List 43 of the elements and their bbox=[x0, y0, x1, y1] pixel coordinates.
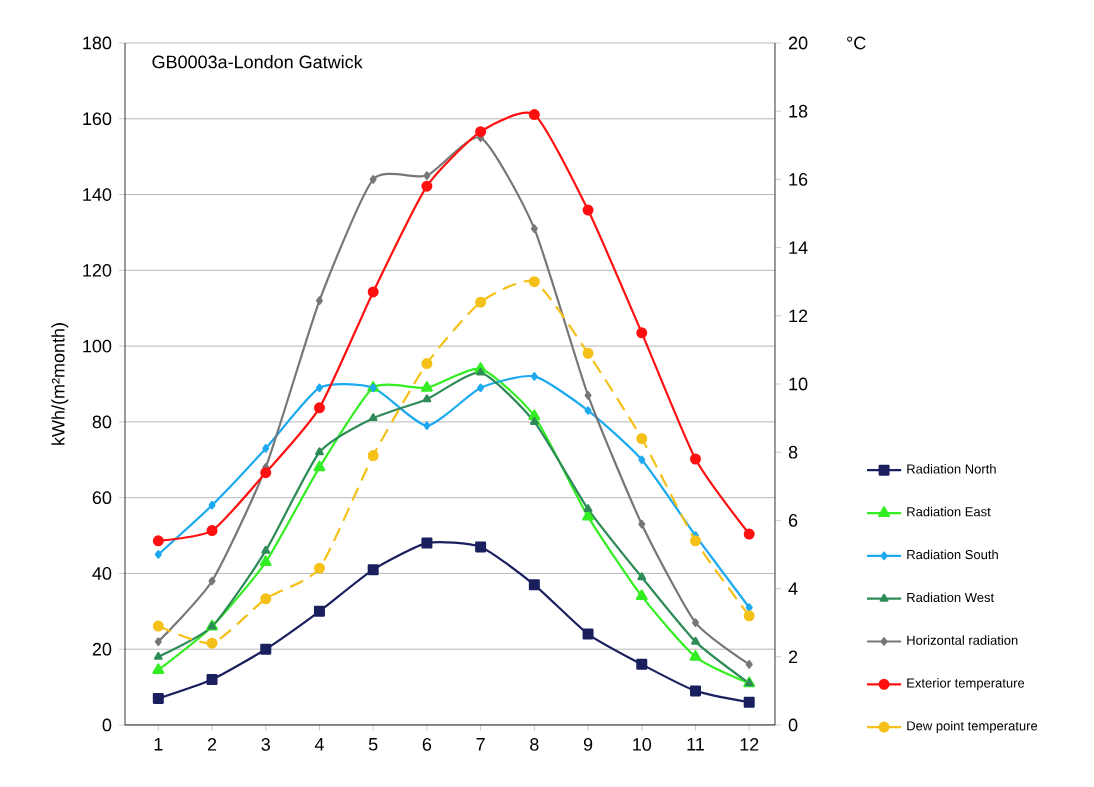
y-tick-label: 140 bbox=[83, 188, 112, 201]
x-tick-label: 9 bbox=[583, 738, 593, 751]
y-tick-label: 0 bbox=[102, 718, 112, 732]
x-tick-label: 3 bbox=[261, 738, 270, 751]
x-tick-label: 11 bbox=[687, 738, 704, 751]
y2-tick-label: 20 bbox=[788, 36, 808, 50]
y-tick-label: 160 bbox=[83, 112, 112, 126]
x-tick-label: 5 bbox=[368, 738, 378, 751]
text: GB0003a-London Gatwick bbox=[152, 55, 363, 69]
x-tick-label: 10 bbox=[633, 738, 652, 751]
y-tick-label: 40 bbox=[92, 567, 112, 580]
x-tick-label: 4 bbox=[314, 738, 324, 751]
y-tick-label: 20 bbox=[92, 642, 112, 656]
x-tick-label: 1 bbox=[154, 738, 163, 751]
y2-axis-title: °C bbox=[847, 36, 866, 50]
y-axis-title: kWh/(m²month) bbox=[51, 323, 69, 445]
x-tick-label: 7 bbox=[476, 738, 485, 751]
y2-tick-label: 0 bbox=[788, 718, 798, 732]
y2-tick-label: 12 bbox=[789, 309, 808, 323]
y-tick-label: 180 bbox=[83, 36, 112, 50]
legend-label: Radiation South bbox=[907, 549, 998, 560]
y2-tick-label: 8 bbox=[788, 445, 798, 459]
y2-tick-label: 10 bbox=[789, 377, 808, 391]
y-tick-label: 60 bbox=[92, 491, 112, 505]
legend-label: Radiation North bbox=[907, 464, 996, 474]
legend-label: Dew point temperature bbox=[907, 720, 1038, 734]
y2-tick-label: 16 bbox=[789, 173, 808, 186]
y2-tick-label: 2 bbox=[788, 650, 798, 664]
legend-label: Exterior temperature bbox=[907, 678, 1025, 691]
y2-tick-label: 14 bbox=[789, 241, 808, 254]
y2-tick-label: 6 bbox=[788, 514, 798, 527]
legend-label: Horizontal radiation bbox=[907, 635, 1018, 645]
x-tick-label: 12 bbox=[740, 738, 759, 751]
y-tick-label: 80 bbox=[92, 415, 112, 429]
y2-tick-label: 4 bbox=[788, 582, 798, 595]
x-tick-label: 8 bbox=[530, 738, 539, 751]
y-tick-label: 100 bbox=[83, 339, 112, 353]
legend-label: Radiation East bbox=[907, 506, 991, 517]
y2-tick-label: 18 bbox=[789, 104, 808, 118]
x-tick-label: 6 bbox=[422, 738, 432, 751]
y-tick-label: 120 bbox=[83, 263, 112, 277]
x-tick-label: 2 bbox=[207, 738, 217, 751]
legend-label: Radiation West bbox=[907, 592, 995, 602]
